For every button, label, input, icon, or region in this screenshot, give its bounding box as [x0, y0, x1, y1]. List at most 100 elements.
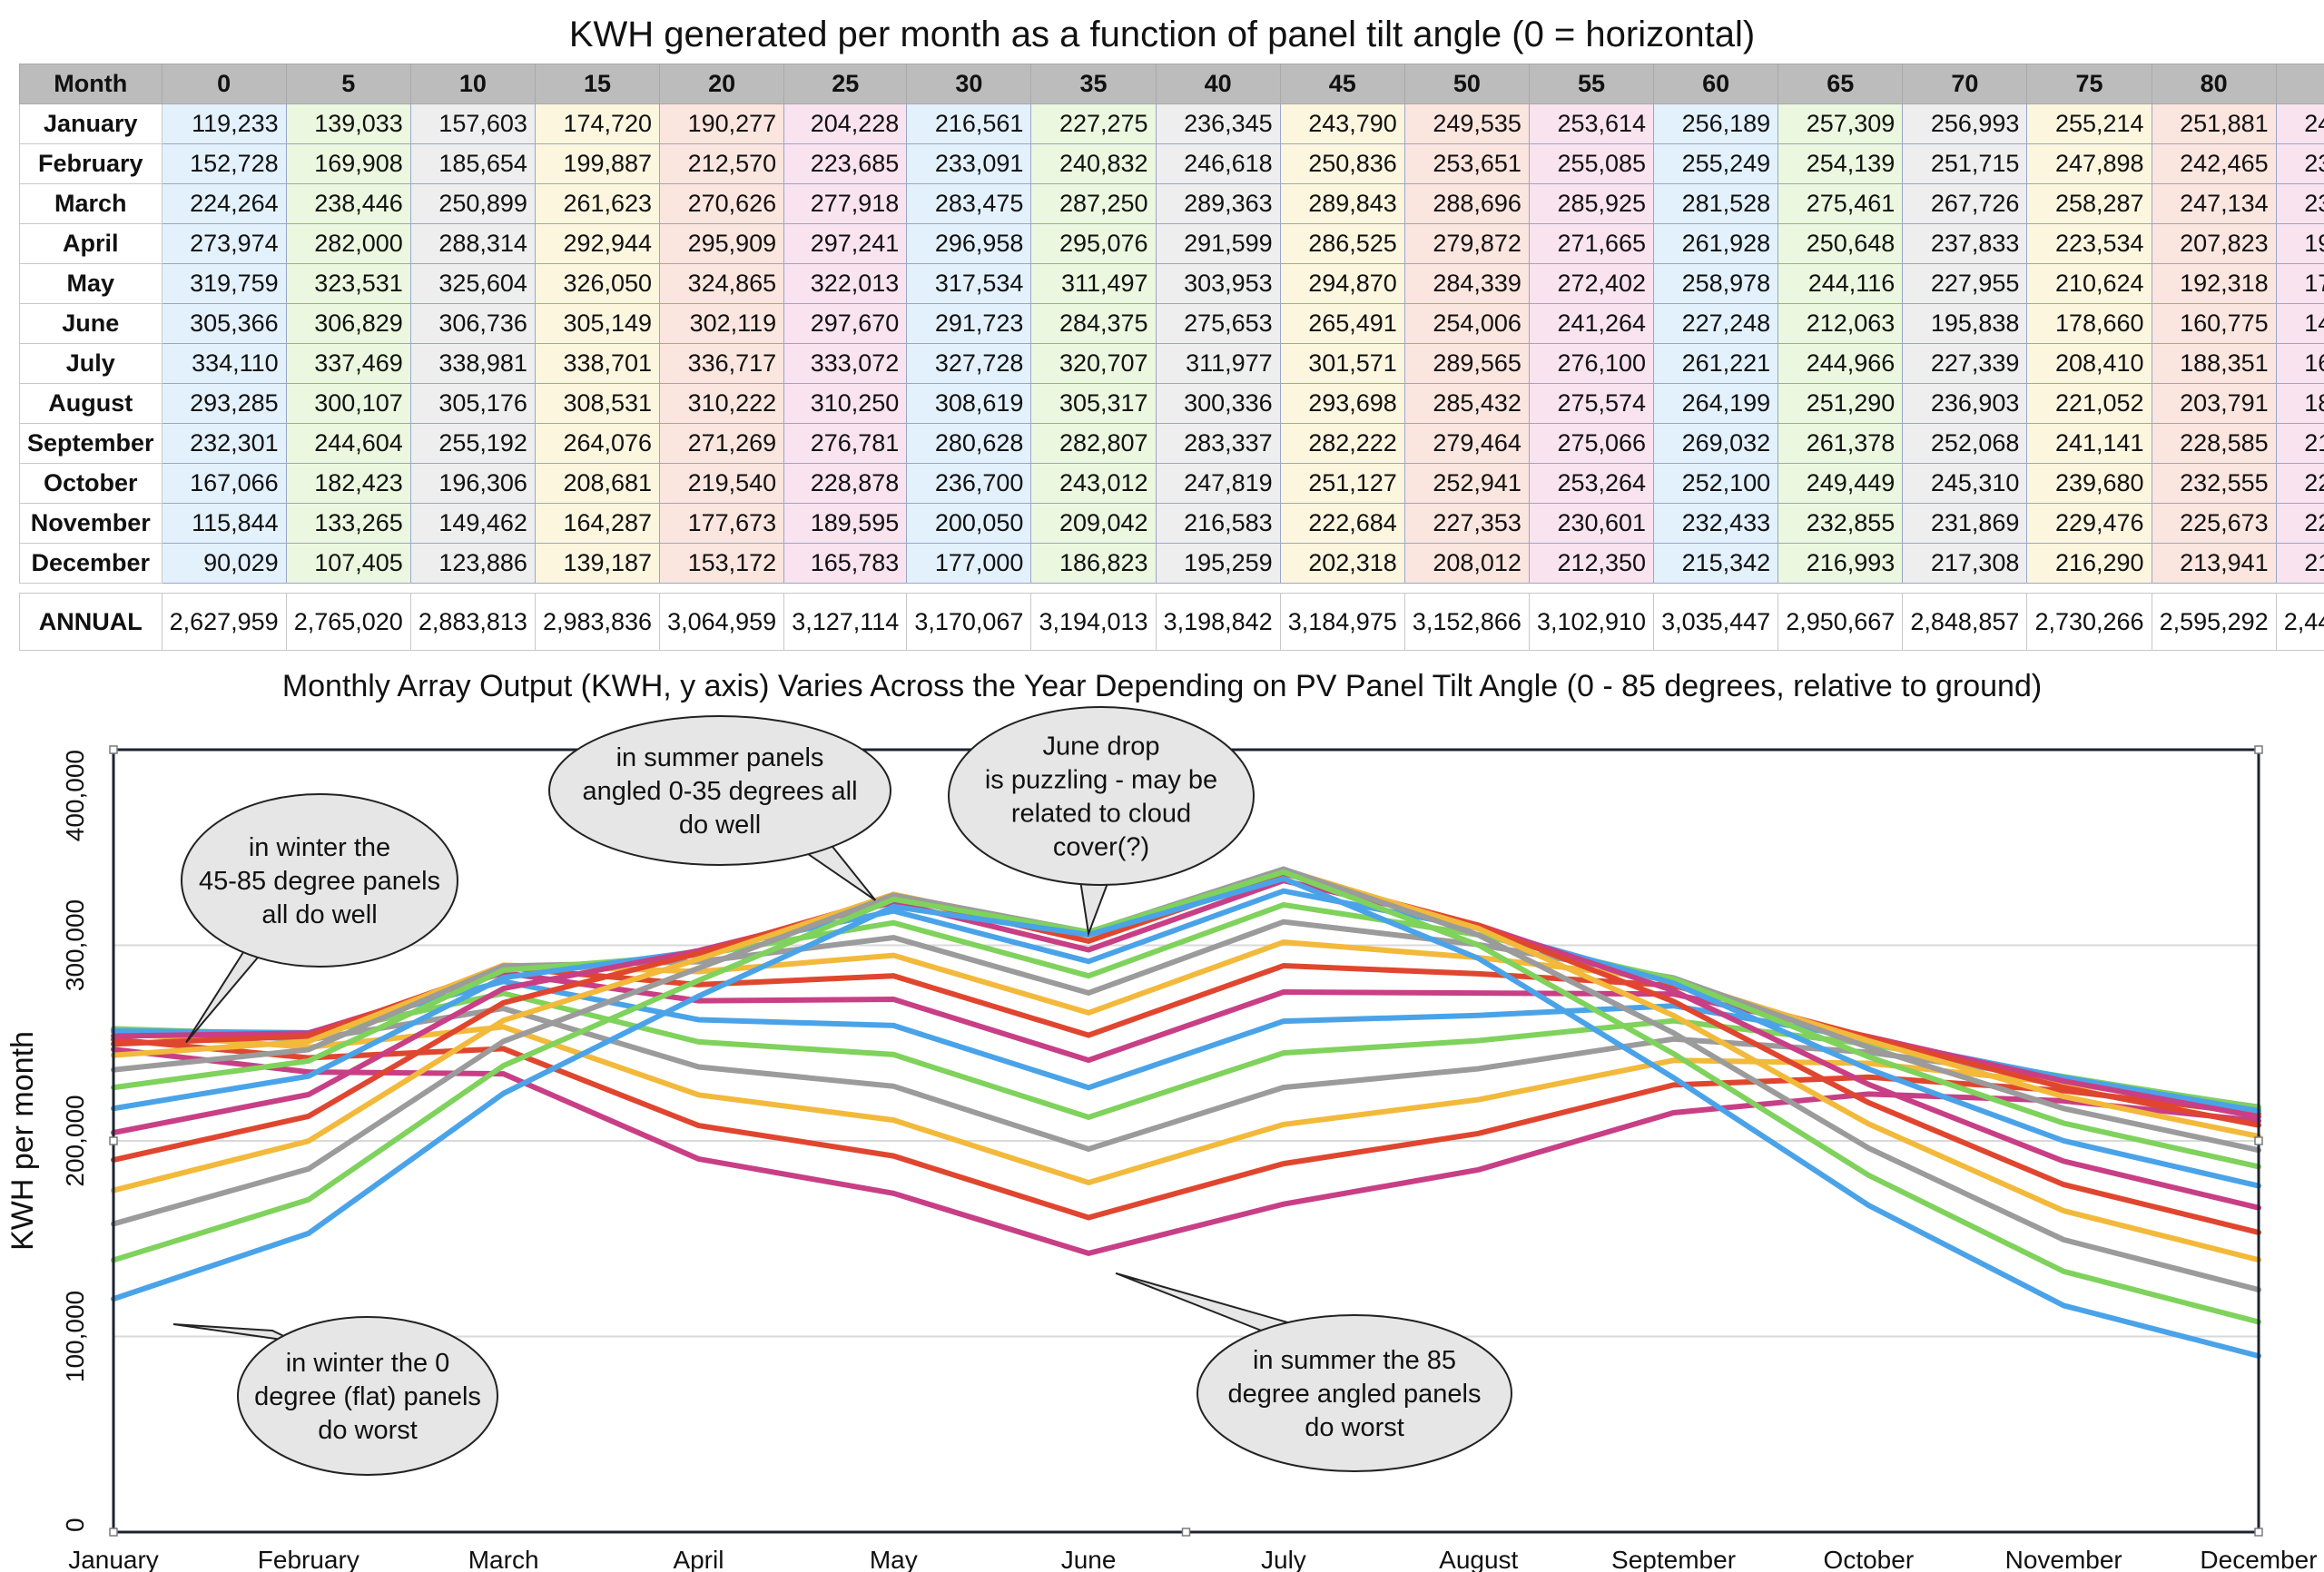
- x-tick-label: November: [2005, 1546, 2122, 1572]
- x-tick-label: March: [468, 1546, 539, 1572]
- table-cell: 293,698: [1279, 383, 1405, 424]
- month-label: June: [19, 303, 162, 344]
- table-cell: 224,264: [161, 183, 287, 224]
- table-cell: 255,249: [1653, 143, 1779, 184]
- angle-header: 5: [285, 64, 411, 104]
- annual-cell: 3,064,959: [659, 593, 785, 651]
- callout-tail: [1115, 1272, 1295, 1333]
- table-cell: 119,233: [161, 103, 287, 144]
- table-cell: 232,855: [1777, 503, 1904, 544]
- annual-cell: 3,035,447: [1653, 593, 1779, 651]
- table-cell: 288,314: [409, 223, 536, 264]
- table-cell: 252,941: [1403, 463, 1530, 504]
- table-cell: 258,978: [1653, 263, 1779, 304]
- data-table: Month 0510152025303540455055606570758085…: [19, 64, 2324, 651]
- table-row: September 232,301 244,604 255,192 264,076 271…: [19, 423, 2324, 464]
- table-cell: 277,918: [783, 183, 908, 224]
- table-cell: 231,869: [1902, 503, 2028, 544]
- table-cell: 208,012: [1403, 543, 1530, 584]
- table-cell: 291,599: [1155, 223, 1281, 264]
- table-row: April 273,974 282,000 288,314 292,944 295,909…: [19, 223, 2324, 264]
- angle-header: 70: [1902, 64, 2028, 104]
- table-cell: 325,604: [409, 263, 536, 304]
- callout-bubble: [548, 715, 891, 866]
- y-tick-label: 100,000: [61, 1291, 89, 1382]
- table-cell: 292,944: [534, 223, 661, 264]
- annual-cell: 3,102,910: [1528, 593, 1655, 651]
- table-cell: 247,134: [2151, 183, 2277, 224]
- table-cell: 239,680: [2026, 463, 2152, 504]
- table-cell: 306,829: [285, 303, 411, 344]
- table-cell: 306,736: [409, 303, 536, 344]
- table-cell: 288,696: [1403, 183, 1530, 224]
- callout-text: related to cloud: [1011, 800, 1191, 829]
- annual-cell: 2,444,737: [2275, 593, 2324, 651]
- table-cell: 246,618: [1155, 143, 1281, 184]
- table-cell: 275,461: [1777, 183, 1904, 224]
- x-tick-label: August: [1439, 1546, 1518, 1572]
- table-cell: 115,844: [161, 503, 287, 544]
- table-cell: 227,248: [1653, 303, 1779, 344]
- x-tick-label: July: [1261, 1546, 1306, 1572]
- table-cell: 123,886: [409, 543, 536, 584]
- callout-text: do worst: [1305, 1413, 1404, 1442]
- y-tick-label: 200,000: [61, 1095, 89, 1186]
- annual-cell: 2,730,266: [2026, 593, 2152, 651]
- annual-cell: 2,848,857: [1902, 593, 2028, 651]
- table-cell: 258,287: [2026, 183, 2152, 224]
- angle-header: 45: [1279, 64, 1405, 104]
- annotation-callout: in winter the 45-85 degree panels all do w…: [181, 793, 458, 1044]
- table-cell: 285,925: [1528, 183, 1655, 224]
- table-cell: 305,149: [534, 303, 661, 344]
- table-cell: 167,066: [161, 463, 287, 504]
- table-cell: 261,378: [1777, 423, 1904, 464]
- table-cell: 208,410: [2026, 343, 2152, 384]
- table-cell: 216,290: [2026, 543, 2152, 584]
- table-cell: 250,899: [409, 183, 536, 224]
- month-label: April: [19, 223, 162, 264]
- table-cell: 303,953: [1155, 263, 1281, 304]
- table-cell: 195,259: [1155, 543, 1281, 584]
- table-cell: 213,941: [2151, 543, 2277, 584]
- angle-header: 20: [659, 64, 785, 104]
- table-cell: 227,955: [1902, 263, 2028, 304]
- angle-header: 40: [1155, 64, 1281, 104]
- month-label: November: [19, 503, 162, 544]
- table-cell: 164,287: [534, 503, 661, 544]
- y-axis-label: KWH per month: [5, 1031, 40, 1251]
- table-cell: 264,076: [534, 423, 661, 464]
- table-cell: 212,350: [1528, 543, 1655, 584]
- table-cell: 336,717: [659, 343, 785, 384]
- table-cell: 215,342: [1653, 543, 1779, 584]
- corner-header: Month: [19, 64, 162, 104]
- y-tick-label: 0: [61, 1518, 89, 1532]
- table-cell: 217,308: [1902, 543, 2028, 584]
- callout-text: do well: [679, 811, 761, 840]
- table-cell: 265,491: [1279, 303, 1405, 344]
- table-cell: 228,585: [2151, 423, 2277, 464]
- table-cell: 257,309: [1777, 103, 1904, 144]
- table-cell: 178,660: [2026, 303, 2152, 344]
- x-tick-label: October: [1824, 1546, 1915, 1572]
- table-cell: 251,127: [1279, 463, 1405, 504]
- month-label: December: [19, 543, 162, 584]
- table-cell: 210,624: [2026, 263, 2152, 304]
- table-cell: 282,222: [1279, 423, 1405, 464]
- table-cell: 294,870: [1279, 263, 1405, 304]
- x-tick-label: January: [68, 1546, 159, 1572]
- x-tick-label: September: [1611, 1546, 1736, 1572]
- callout-text: angled 0-35 degrees all: [582, 777, 857, 806]
- table-cell: 247,819: [1155, 463, 1281, 504]
- table-cell: 276,781: [783, 423, 908, 464]
- table-cell: 169,908: [285, 143, 411, 184]
- callout-text: degree angled panels: [1228, 1380, 1482, 1409]
- callout-text: in summer the 85: [1253, 1346, 1456, 1375]
- table-cell: 139,187: [534, 543, 661, 584]
- table-cell: 310,222: [659, 383, 785, 424]
- series-line: [111, 878, 2261, 1211]
- table-cell: 301,571: [1279, 343, 1405, 384]
- annotation-callout: in summer the 85 degree angled panels do w…: [1115, 1272, 1512, 1472]
- table-cell: 195,838: [1902, 303, 2028, 344]
- angle-header: 0: [161, 64, 287, 104]
